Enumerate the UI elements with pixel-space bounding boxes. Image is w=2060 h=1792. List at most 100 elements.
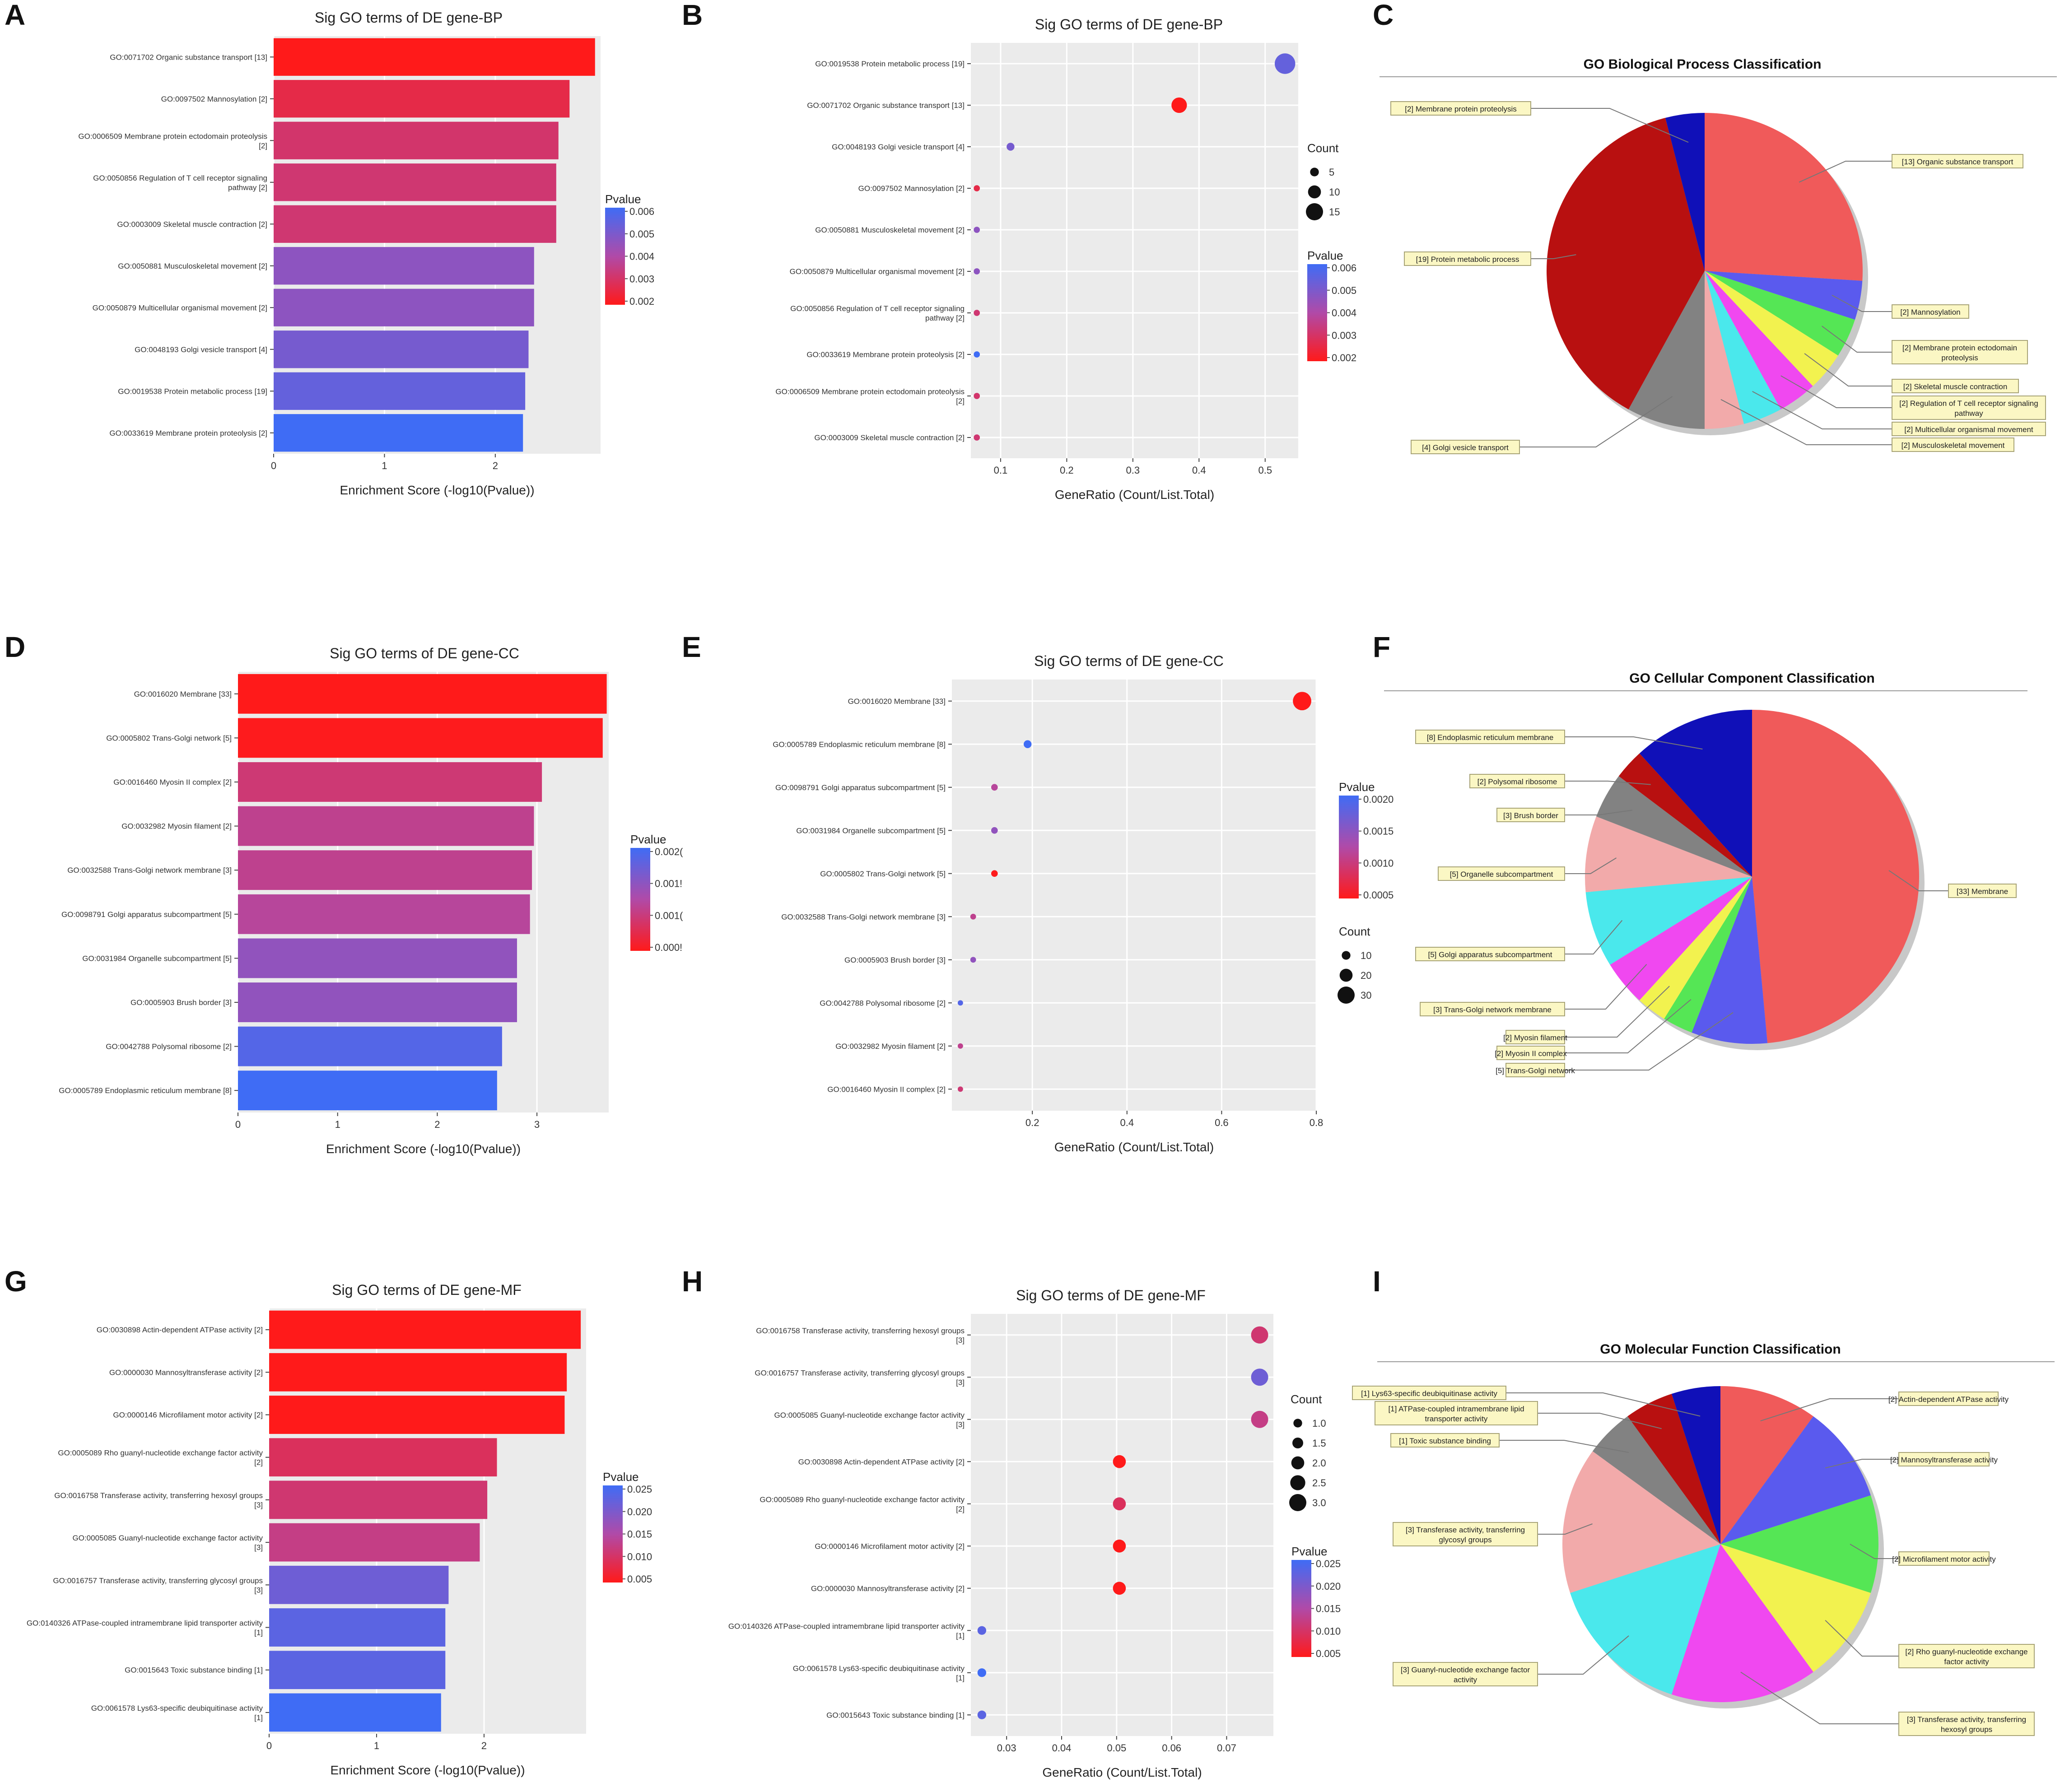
panel-i-pie-chart: GO Molecular Function Classification [2] … bbox=[1352, 1342, 2055, 1736]
dot bbox=[1113, 1582, 1126, 1595]
panel-g-colorbar-tick-label: 0.025 bbox=[627, 1484, 652, 1495]
category-label: GO:0003009 Skeletal muscle contraction [… bbox=[117, 220, 267, 228]
leader-line bbox=[1822, 326, 1892, 353]
category-label: GO:0005789 Endoplasmic reticulum membran… bbox=[773, 740, 946, 749]
panel-g-colorbar-tick-label: 0.020 bbox=[627, 1506, 652, 1517]
dot bbox=[957, 1043, 963, 1049]
pie-slice bbox=[1585, 816, 1752, 893]
panel-g-colorbar-tick-label: 0.005 bbox=[627, 1573, 652, 1585]
pie-slice bbox=[1720, 1386, 1813, 1544]
pie-slice bbox=[1627, 1394, 1720, 1544]
slice-label: [5] Trans-Golgi network bbox=[1496, 1066, 1575, 1075]
category-label-cont: [3] bbox=[254, 1501, 263, 1509]
x-tick-label: 0.4 bbox=[1120, 1117, 1134, 1128]
slice-label-box bbox=[1892, 154, 2023, 168]
category-label: GO:0140326 ATPase-coupled intramembrane … bbox=[728, 1622, 965, 1630]
category-label: GO:0042788 Polysomal ribosome [2] bbox=[106, 1043, 232, 1051]
leader-line bbox=[1752, 391, 1892, 429]
category-label: GO:0098791 Golgi apparatus subcompartmen… bbox=[775, 783, 946, 792]
size-legend-dot bbox=[1338, 987, 1355, 1004]
slice-label-box bbox=[1898, 1452, 1990, 1466]
leader-line bbox=[1850, 1544, 1899, 1559]
panel-d-colorbar-title: Pvalue bbox=[630, 833, 666, 846]
dot bbox=[974, 393, 980, 399]
x-tick-label: 2 bbox=[434, 1119, 440, 1130]
category-label: GO:0097502 Mannosylation [2] bbox=[858, 184, 965, 193]
leader-line bbox=[1565, 986, 1670, 1038]
slice-label: [4] Golgi vesicle transport bbox=[1422, 443, 1509, 452]
panel-letter-g: G bbox=[5, 1265, 27, 1298]
bar bbox=[269, 1565, 449, 1604]
leader-line bbox=[1720, 399, 1892, 445]
size-legend-dot bbox=[1306, 203, 1323, 220]
count-size-legend: Count 5 10 15 bbox=[1306, 141, 1340, 220]
dot bbox=[1113, 1539, 1126, 1553]
pie-slice bbox=[1720, 1416, 1871, 1544]
category-label: GO:0140326 ATPase-coupled intramembrane … bbox=[27, 1619, 263, 1628]
category-label: GO:0015643 Toxic substance binding [1] bbox=[826, 1711, 965, 1719]
panel-h-colorbar-gradient bbox=[1291, 1560, 1311, 1657]
dot bbox=[974, 227, 980, 233]
x-axis-label: GeneRatio (Count/List.Total) bbox=[1055, 488, 1214, 502]
category-label: GO:0016758 Transferase activity, transfe… bbox=[54, 1491, 263, 1500]
leader-line bbox=[1832, 294, 1892, 312]
dot bbox=[1113, 1497, 1126, 1511]
category-label: GO:0000146 Microfilament motor activity … bbox=[113, 1411, 263, 1420]
leader-line bbox=[1506, 1392, 1701, 1417]
leader-line bbox=[1565, 810, 1633, 815]
size-legend-dot bbox=[1292, 1438, 1303, 1448]
leader-line bbox=[1565, 736, 1703, 750]
category-label: GO:0071702 Organic substance transport [… bbox=[807, 101, 965, 110]
size-legend-label: 2.0 bbox=[1312, 1457, 1326, 1469]
size-legend-label: 15 bbox=[1329, 206, 1340, 218]
slice-label-box bbox=[1505, 1063, 1565, 1077]
panel-b-dot-plot: 0.1 0.2 0.3 0.4 0.5 GO:0019538 Protein metabo… bbox=[775, 16, 1340, 502]
slice-label-box bbox=[1892, 396, 2046, 420]
slice-label: [19] Protein metabolic process bbox=[1416, 255, 1519, 264]
dot bbox=[1274, 53, 1296, 74]
dot bbox=[1023, 740, 1032, 748]
slice-label: [2] Polysomal ribosome bbox=[1477, 777, 1557, 786]
bar bbox=[238, 850, 532, 890]
panel-f-pie-chart: GO Cellular Component Classification [33]… bbox=[1384, 671, 2027, 1077]
slice-label: [2] Mannosylation bbox=[1900, 308, 1960, 317]
slice-label-box bbox=[1390, 101, 1531, 116]
size-legend-dot bbox=[1308, 185, 1321, 199]
category-label: GO:0005789 Endoplasmic reticulum membran… bbox=[59, 1086, 232, 1095]
category-label: GO:0032982 Myosin filament [2] bbox=[121, 822, 232, 831]
chart-title: Sig GO terms of DE gene-CC bbox=[330, 645, 519, 661]
panel-e-colorbar-gradient bbox=[1339, 796, 1359, 898]
pie-slice bbox=[1705, 271, 1781, 424]
pie-slice bbox=[1596, 776, 1752, 877]
slice-label: [2] Myosin II complex bbox=[1495, 1049, 1567, 1058]
pie-slice bbox=[1720, 1495, 1878, 1593]
category-label-cont: [3] bbox=[254, 1543, 263, 1552]
size-legend-dot bbox=[1342, 951, 1351, 960]
panel-a-colorbar-tick-label: 0.006 bbox=[629, 206, 654, 217]
chart-title: Sig GO terms of DE gene-BP bbox=[1035, 16, 1223, 33]
size-legend-label: 1.5 bbox=[1312, 1438, 1326, 1449]
bar bbox=[238, 982, 517, 1022]
size-legend-label: 10 bbox=[1361, 950, 1371, 961]
bar bbox=[238, 1071, 497, 1111]
category-label-cont: [1] bbox=[254, 1713, 263, 1722]
panel-letter-b: B bbox=[682, 0, 703, 31]
leader-line bbox=[1538, 1523, 1593, 1535]
pie-slice bbox=[1665, 113, 1705, 271]
count-size-legend: Count 10 20 30 bbox=[1338, 925, 1371, 1004]
panel-b-colorbar-gradient bbox=[1307, 264, 1327, 361]
slice-label: [3] Transferase activity, transferring bbox=[1406, 1526, 1525, 1534]
pie-title: GO Cellular Component Classification bbox=[1629, 671, 1874, 686]
panel-b-colorbar-title: Pvalue bbox=[1307, 249, 1343, 262]
bar bbox=[274, 205, 556, 243]
size-legend-dot bbox=[1293, 1419, 1302, 1428]
category-label-cont: [3] bbox=[254, 1586, 263, 1594]
x-tick-label: 0.2 bbox=[1060, 465, 1074, 476]
dot bbox=[991, 784, 998, 791]
pie-slice bbox=[1628, 271, 1705, 429]
category-label: GO:0033619 Membrane protein proteolysis … bbox=[109, 429, 267, 438]
category-label: GO:0005802 Trans-Golgi network [5] bbox=[106, 734, 232, 742]
category-label: GO:0016758 Transferase activity, transfe… bbox=[756, 1327, 965, 1335]
